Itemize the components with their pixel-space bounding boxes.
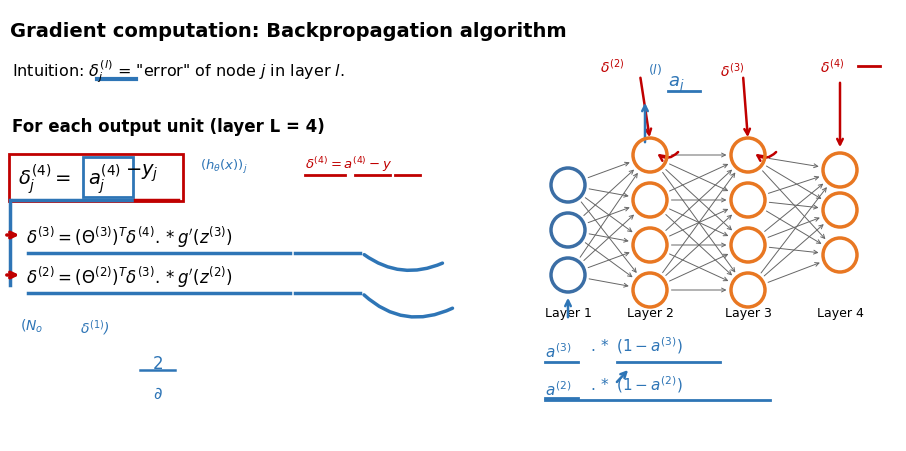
Text: $(N_o$: $(N_o$: [20, 318, 43, 336]
Text: Intuition: $\delta_j^{(l)}$ = "error" of node $j$ in layer $l$.: Intuition: $\delta_j^{(l)}$ = "error" of…: [12, 58, 344, 85]
Text: $2$: $2$: [152, 355, 163, 373]
Text: Layer 1: Layer 1: [545, 307, 592, 320]
Text: $a_j$: $a_j$: [668, 75, 685, 95]
Text: $a^{(3)}$: $a^{(3)}$: [545, 342, 572, 361]
Text: $\delta^{(3)} = (\Theta^{(3)})^T\delta^{(4)}.*g'(z^{(3)})$: $\delta^{(3)} = (\Theta^{(3)})^T\delta^{…: [26, 225, 233, 250]
Text: $\partial$: $\partial$: [153, 385, 163, 403]
Text: Layer 3: Layer 3: [725, 307, 771, 320]
Text: $\delta_j^{(4)} = $: $\delta_j^{(4)} = $: [18, 162, 72, 196]
Text: $(h_\theta(x))_j$: $(h_\theta(x))_j$: [200, 158, 247, 176]
Text: $\delta^{(1)}$): $\delta^{(1)}$): [80, 318, 110, 337]
Text: Gradient computation: Backpropagation algorithm: Gradient computation: Backpropagation al…: [10, 22, 566, 41]
Text: Layer 4: Layer 4: [816, 307, 863, 320]
Text: $a^{(2)}$: $a^{(2)}$: [545, 380, 572, 399]
Text: Layer 2: Layer 2: [627, 307, 673, 320]
Text: $- y_j$: $- y_j$: [125, 162, 159, 184]
Text: $.*\ (1-a^{(2)})$: $.*\ (1-a^{(2)})$: [590, 374, 683, 395]
Text: $\delta^{(2)}$: $\delta^{(2)}$: [600, 58, 624, 76]
Text: $a_j^{(4)}$: $a_j^{(4)}$: [88, 162, 121, 196]
Text: $(l)$: $(l)$: [648, 62, 662, 77]
Text: $.*\ (1-a^{(3)})$: $.*\ (1-a^{(3)})$: [590, 335, 683, 356]
Text: For each output unit (layer L = 4): For each output unit (layer L = 4): [12, 118, 324, 136]
Text: $\delta^{(3)}$: $\delta^{(3)}$: [720, 62, 745, 80]
Text: $\delta^{(2)} = (\Theta^{(2)})^T\delta^{(3)}.*g'(z^{(2)})$: $\delta^{(2)} = (\Theta^{(2)})^T\delta^{…: [26, 265, 233, 290]
Text: $\delta^{(4)}$: $\delta^{(4)}$: [820, 58, 844, 76]
Text: $\delta^{(4)}=a^{(4)}-y$: $\delta^{(4)}=a^{(4)}-y$: [305, 155, 392, 174]
